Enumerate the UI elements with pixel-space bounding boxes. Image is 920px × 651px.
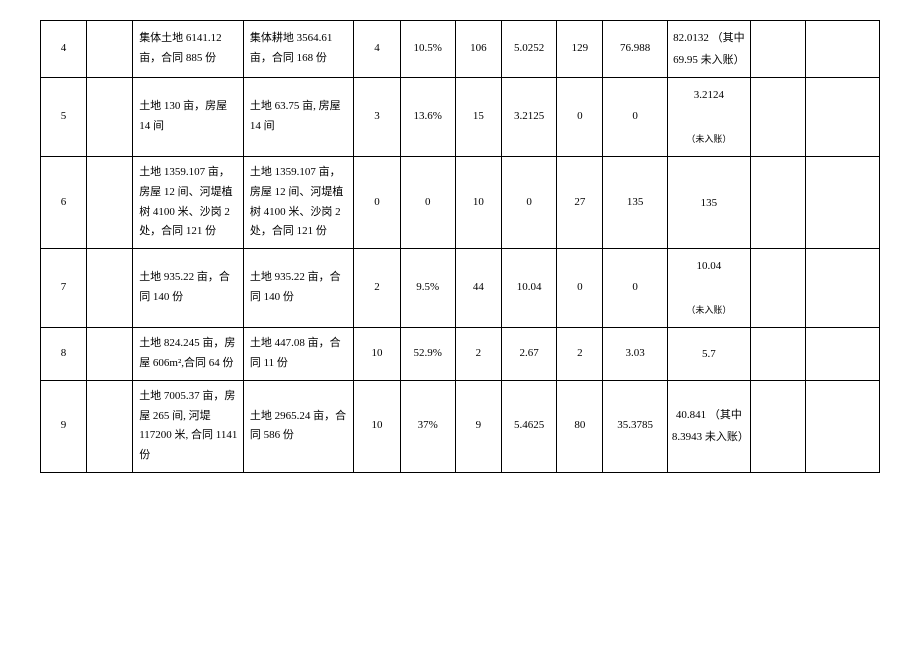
v3-main: 10.04 <box>697 260 722 272</box>
cell-n3: 0 <box>557 249 603 328</box>
cell-desc2: 土地 63.75 亩, 房屋 14 间 <box>243 78 354 157</box>
cell-v1: 5.4625 <box>501 380 556 472</box>
cell-blank <box>806 380 880 472</box>
cell-v2: 76.988 <box>603 21 668 78</box>
cell-v3: 5.7 <box>667 328 750 381</box>
cell-index: 6 <box>41 157 87 249</box>
table-row: 4 集体土地 6141.12 亩，合同 885 份 集体耕地 3564.61 亩… <box>41 21 880 78</box>
cell-n1: 2 <box>354 249 400 328</box>
cell-index: 4 <box>41 21 87 78</box>
table-row: 8 土地 824.245 亩，房屋 606m²,合同 64 份 土地 447.0… <box>41 328 880 381</box>
cell-v2: 3.03 <box>603 328 668 381</box>
cell-desc1: 土地 7005.37 亩，房屋 265 间, 河堤 117200 米, 合同 1… <box>133 380 244 472</box>
cell-blank <box>750 21 805 78</box>
cell-blank <box>87 157 133 249</box>
cell-index: 7 <box>41 249 87 328</box>
cell-pct: 52.9% <box>400 328 455 381</box>
cell-desc2: 土地 447.08 亩，合同 11 份 <box>243 328 354 381</box>
cell-v3: 82.0132 （其中 69.95 未入账） <box>667 21 750 78</box>
cell-blank <box>806 328 880 381</box>
cell-v3: 40.841 （其中 8.3943 未入账） <box>667 380 750 472</box>
cell-v2: 135 <box>603 157 668 249</box>
cell-n1: 4 <box>354 21 400 78</box>
cell-desc1: 土地 824.245 亩，房屋 606m²,合同 64 份 <box>133 328 244 381</box>
table-row: 5 土地 130 亩，房屋 14 间 土地 63.75 亩, 房屋 14 间 3… <box>41 78 880 157</box>
cell-n2: 10 <box>455 157 501 249</box>
cell-desc1: 土地 130 亩，房屋 14 间 <box>133 78 244 157</box>
cell-v1: 2.67 <box>501 328 556 381</box>
cell-pct: 37% <box>400 380 455 472</box>
cell-blank <box>806 78 880 157</box>
cell-index: 5 <box>41 78 87 157</box>
table-body: 4 集体土地 6141.12 亩，合同 885 份 集体耕地 3564.61 亩… <box>41 21 880 473</box>
cell-blank <box>806 249 880 328</box>
cell-v3: 135 <box>667 157 750 249</box>
cell-blank <box>806 157 880 249</box>
cell-v1: 0 <box>501 157 556 249</box>
cell-index: 8 <box>41 328 87 381</box>
cell-desc1: 集体土地 6141.12 亩，合同 885 份 <box>133 21 244 78</box>
cell-blank <box>87 78 133 157</box>
cell-desc2: 土地 935.22 亩，合同 140 份 <box>243 249 354 328</box>
cell-v3: 10.04 （未入账） <box>667 249 750 328</box>
cell-desc2: 集体耕地 3564.61 亩，合同 168 份 <box>243 21 354 78</box>
table-row: 7 土地 935.22 亩，合同 140 份 土地 935.22 亩，合同 14… <box>41 249 880 328</box>
cell-blank <box>750 249 805 328</box>
cell-desc1: 土地 1359.107 亩，房屋 12 间、河堤植树 4100 米、沙岗 2 处… <box>133 157 244 249</box>
cell-blank <box>750 380 805 472</box>
table-row: 6 土地 1359.107 亩，房屋 12 间、河堤植树 4100 米、沙岗 2… <box>41 157 880 249</box>
cell-v2: 0 <box>603 249 668 328</box>
cell-pct: 13.6% <box>400 78 455 157</box>
cell-blank <box>87 249 133 328</box>
cell-v1: 3.2125 <box>501 78 556 157</box>
cell-n2: 15 <box>455 78 501 157</box>
v3-note: （未入账） <box>686 134 731 144</box>
cell-blank <box>806 21 880 78</box>
cell-v1: 10.04 <box>501 249 556 328</box>
cell-pct: 10.5% <box>400 21 455 78</box>
cell-v2: 35.3785 <box>603 380 668 472</box>
cell-blank <box>750 78 805 157</box>
cell-pct: 0 <box>400 157 455 249</box>
cell-index: 9 <box>41 380 87 472</box>
cell-blank <box>750 157 805 249</box>
cell-n1: 3 <box>354 78 400 157</box>
cell-v3: 3.2124 （未入账） <box>667 78 750 157</box>
cell-v2: 0 <box>603 78 668 157</box>
cell-blank <box>87 380 133 472</box>
table-row: 9 土地 7005.37 亩，房屋 265 间, 河堤 117200 米, 合同… <box>41 380 880 472</box>
cell-v1: 5.0252 <box>501 21 556 78</box>
data-table: 4 集体土地 6141.12 亩，合同 885 份 集体耕地 3564.61 亩… <box>40 20 880 473</box>
cell-n3: 0 <box>557 78 603 157</box>
cell-pct: 9.5% <box>400 249 455 328</box>
cell-n2: 106 <box>455 21 501 78</box>
cell-desc1: 土地 935.22 亩，合同 140 份 <box>133 249 244 328</box>
cell-blank <box>87 21 133 78</box>
cell-blank <box>87 328 133 381</box>
v3-note: （未入账） <box>686 305 731 315</box>
v3-main: 3.2124 <box>694 89 724 101</box>
cell-n2: 9 <box>455 380 501 472</box>
cell-n1: 10 <box>354 380 400 472</box>
cell-n2: 44 <box>455 249 501 328</box>
cell-n3: 129 <box>557 21 603 78</box>
cell-n1: 10 <box>354 328 400 381</box>
cell-n3: 80 <box>557 380 603 472</box>
cell-desc2: 土地 1359.107 亩，房屋 12 间、河堤植树 4100 米、沙岗 2 处… <box>243 157 354 249</box>
cell-n2: 2 <box>455 328 501 381</box>
cell-n3: 2 <box>557 328 603 381</box>
cell-n3: 27 <box>557 157 603 249</box>
cell-desc2: 土地 2965.24 亩，合同 586 份 <box>243 380 354 472</box>
cell-n1: 0 <box>354 157 400 249</box>
cell-blank <box>750 328 805 381</box>
